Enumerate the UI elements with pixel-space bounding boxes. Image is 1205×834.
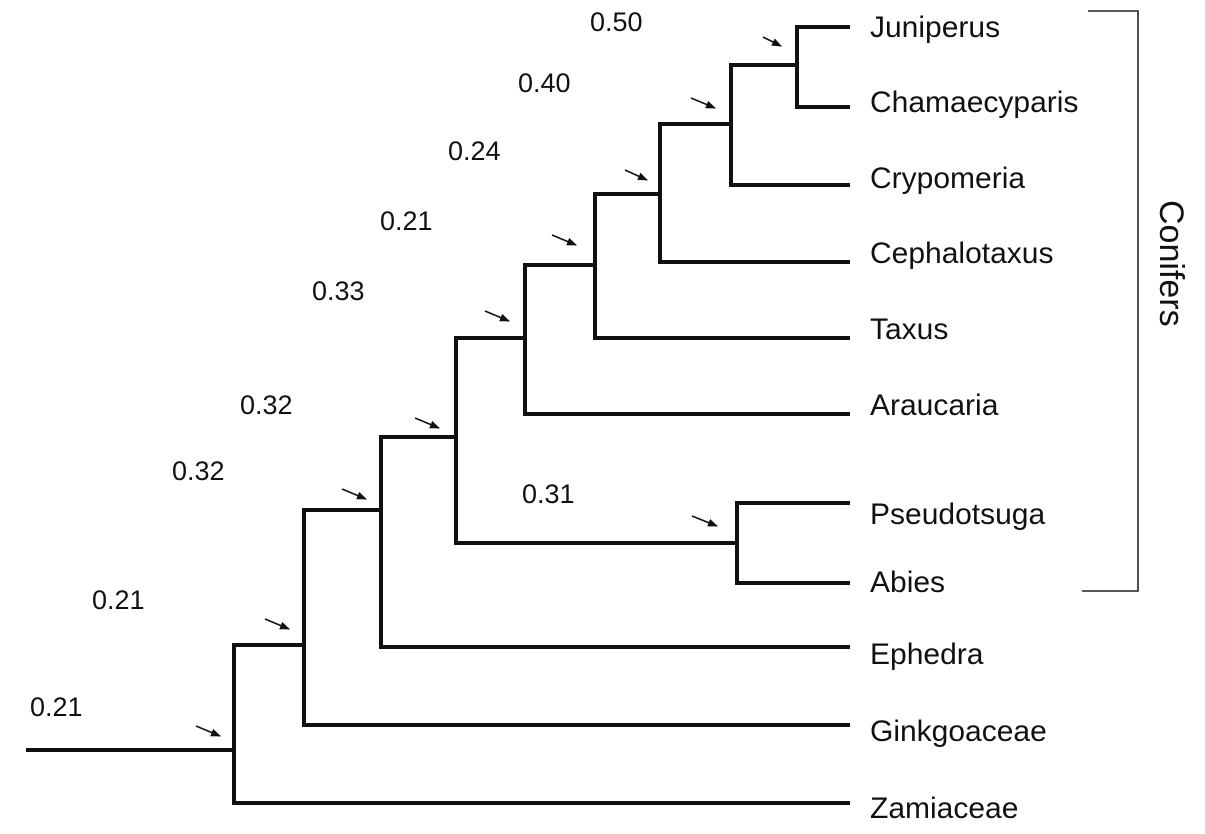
taxon-label: Araucaria xyxy=(870,389,999,422)
node-value-taxus-clade: 0.21 xyxy=(380,206,433,236)
bracket-line xyxy=(1082,10,1139,592)
node-values: 0.50 0.40 0.24 0.21 0.33 0.32 0.32 0.31 … xyxy=(30,7,643,722)
taxon-label: Pseudotsuga xyxy=(870,498,1045,531)
taxon-label: Ephedra xyxy=(870,638,984,671)
taxon-labels: Juniperus Chamaecyparis Crypomeria Cepha… xyxy=(870,11,1078,825)
taxon-label: Crypomeria xyxy=(870,162,1025,195)
node-value-crypomeria-clade: 0.40 xyxy=(518,68,571,98)
arrow-node-g xyxy=(624,169,648,181)
arrow-node-a xyxy=(195,725,221,737)
taxon-label: Abies xyxy=(870,566,945,599)
node-value-ephedra-clade: 0.32 xyxy=(172,456,225,486)
arrow-node-b xyxy=(264,618,290,630)
node-value-cephalotaxus-clade: 0.24 xyxy=(448,136,501,166)
arrow-node-i xyxy=(762,36,782,47)
taxon-label: Chamaecyparis xyxy=(870,86,1078,119)
conifers-bracket: Conifers xyxy=(1082,10,1190,592)
node-value-root: 0.21 xyxy=(30,692,83,722)
arrow-node-c xyxy=(341,488,367,500)
arrow-node-h xyxy=(690,97,716,109)
node-value-pinaceae: 0.31 xyxy=(522,479,575,509)
arrow-pinaceae xyxy=(691,515,718,527)
arrow-node-e xyxy=(484,310,510,322)
taxon-label: Ginkgoaceae xyxy=(870,715,1047,748)
taxon-label: Taxus xyxy=(870,313,948,346)
taxon-label: Cephalotaxus xyxy=(870,237,1053,270)
taxon-label: Juniperus xyxy=(870,11,1000,44)
node-value-conifers: 0.32 xyxy=(240,390,293,420)
arrow-node-f xyxy=(551,234,577,246)
taxon-label: Zamiaceae xyxy=(870,792,1018,825)
tree-branches xyxy=(26,25,850,805)
node-value-ginkgo-clade: 0.21 xyxy=(92,585,145,615)
arrow-node-d xyxy=(414,417,440,429)
node-value-juniperus-chamaecyparis: 0.50 xyxy=(590,7,643,37)
node-arrows xyxy=(195,36,782,737)
group-label-conifers: Conifers xyxy=(1152,200,1190,327)
node-value-araucaria-clade: 0.33 xyxy=(312,276,365,306)
